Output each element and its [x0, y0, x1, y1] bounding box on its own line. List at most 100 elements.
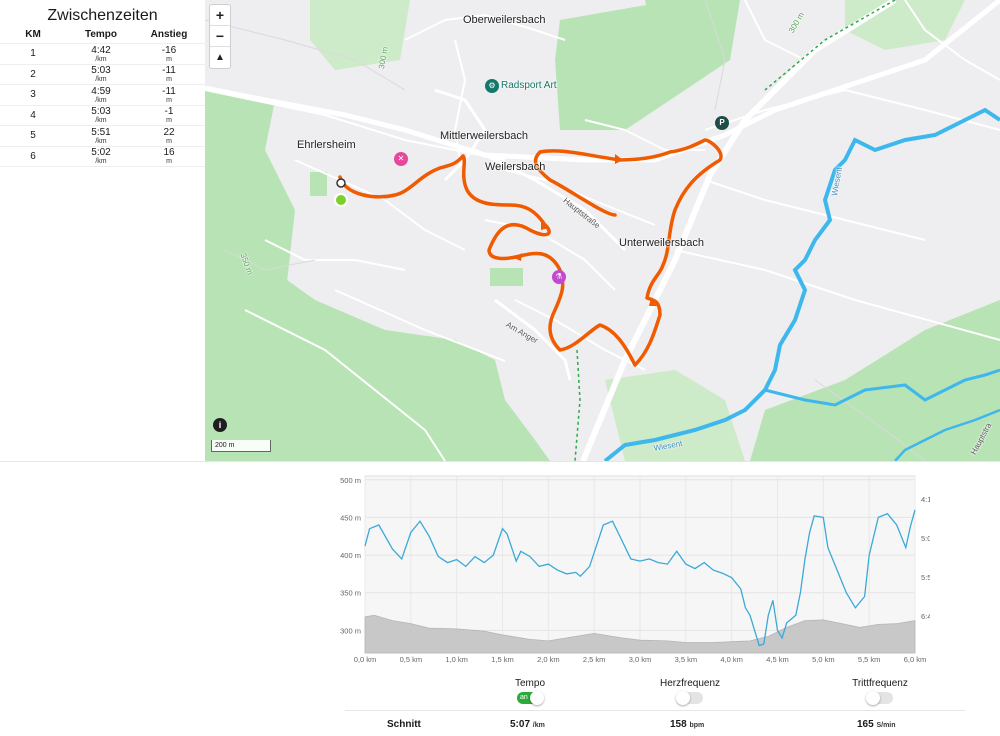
split-tempo: 4:42 /km: [66, 45, 136, 63]
start-marker: [334, 193, 348, 207]
avg-hr-value: 158: [670, 719, 687, 730]
zoom-out-button[interactable]: −: [210, 26, 230, 47]
y-right-tick-label: 5:00/km: [921, 534, 930, 543]
split-anstieg: -11 m: [136, 86, 202, 104]
label-mittlerweilersbach: Mittlerweilersbach: [440, 130, 529, 142]
river: [764, 368, 1000, 407]
split-anstieg-unit: m: [166, 158, 172, 166]
info-icon[interactable]: i: [213, 418, 227, 432]
x-tick-label: 0,5 km: [400, 655, 423, 664]
compass-button[interactable]: ▲: [215, 52, 225, 63]
y-right-tick-label: 5:50/km: [921, 573, 930, 582]
map-canvas[interactable]: [205, 0, 1000, 461]
zoom-in-button[interactable]: +: [210, 5, 230, 26]
splits-panel: Zwischenzeiten KM Tempo Anstieg 1 4:42 /k…: [0, 0, 205, 461]
church-icon[interactable]: ⚗: [552, 270, 566, 284]
split-km: 3: [30, 89, 36, 101]
restaurant-icon[interactable]: ✕: [394, 152, 408, 166]
elevation-pace-chart[interactable]: 500 m 450 m 400 m 350 m 300 m 4:10/km 5:00/km 5…: [330, 466, 948, 666]
split-tempo-unit: /km: [95, 117, 107, 125]
route-arrow: [649, 298, 657, 306]
forest-area: [750, 300, 1000, 461]
y-tick-label: 400 m: [340, 551, 361, 560]
split-anstieg: -1 m: [136, 106, 202, 124]
y-tick-label: 450 m: [340, 513, 361, 522]
bike-shop-icon[interactable]: ⚙: [485, 79, 499, 93]
tempo-switch[interactable]: an: [517, 691, 544, 705]
split-anstieg: -11 m: [136, 65, 202, 83]
footpath: [764, 0, 896, 91]
avg-tempo: 5:07 /km: [510, 719, 545, 730]
split-anstieg-unit: m: [166, 137, 172, 145]
river: [894, 408, 1000, 461]
splits-title: Zwischenzeiten: [47, 7, 158, 24]
toggle-trittfrequenz[interactable]: Trittfrequenz: [840, 678, 920, 705]
avg-tempo-unit: /km: [532, 722, 545, 729]
split-km: 6: [30, 150, 36, 162]
x-tick-label: 4,0 km: [720, 655, 743, 664]
zoom-control: + − ▲: [209, 4, 231, 69]
road: [434, 88, 487, 182]
x-tick-label: 5,5 km: [858, 655, 881, 664]
river: [603, 107, 1000, 461]
averages-label: Schnitt: [387, 719, 421, 730]
switch-knob: [676, 691, 690, 705]
split-anstieg-value: 22: [163, 126, 175, 138]
split-tempo-value: 4:59: [91, 85, 111, 97]
x-tick-label: 1,0 km: [445, 655, 468, 664]
splits-rows: 1 4:42 /km -16 m 2 5:03 /km -11 m 3 4:59 /km -11…: [0, 44, 205, 167]
split-km: 2: [30, 68, 36, 80]
avg-cadence-unit: S/min: [876, 722, 896, 729]
header-km: KM: [25, 29, 41, 40]
chart-svg[interactable]: 500 m 450 m 400 m 350 m 300 m 4:10/km 5:00/km 5…: [330, 466, 948, 666]
y-tick-label: 500 m: [340, 476, 361, 485]
forest-area: [605, 370, 745, 461]
toggle-hr-label: Herzfrequenz: [659, 678, 721, 689]
split-km: 1: [30, 48, 36, 60]
contour-lines: [205, 0, 926, 461]
averages-row: Schnitt 5:07 /km 158 bpm 165 S/min: [345, 710, 965, 734]
label-unterweilersbach: Unterweilersbach: [619, 237, 704, 249]
route-arrows: [514, 154, 657, 306]
forest-area: [310, 0, 410, 70]
footpath: [574, 349, 581, 461]
label-ehrlersheim: Ehrlersheim: [297, 139, 356, 151]
split-row: 3 4:59 /km -11 m: [0, 85, 205, 106]
split-tempo-value: 5:02: [91, 147, 111, 159]
split-anstieg: -16 m: [136, 45, 202, 63]
toggle-cadence-label: Trittfrequenz: [852, 678, 908, 689]
split-tempo-unit: /km: [95, 96, 107, 104]
end-marker: [336, 178, 346, 188]
toggle-herzfrequenz[interactable]: Herzfrequenz: [650, 678, 730, 705]
x-tick-label: 1,5 km: [491, 655, 514, 664]
split-anstieg-unit: m: [166, 96, 172, 104]
x-tick-label: 5,0 km: [812, 655, 835, 664]
split-anstieg-value: -11: [162, 65, 176, 77]
avg-hr: 158 bpm: [670, 719, 704, 730]
route-map[interactable]: ⚙ ✕ P ⚗ Oberweilersbach Radsport Art Mit…: [205, 0, 1000, 461]
split-anstieg-unit: m: [166, 76, 172, 84]
split-row: 6 5:02 /km 16 m: [0, 147, 205, 167]
split-tempo: 4:59 /km: [66, 86, 136, 104]
split-anstieg: 22 m: [136, 127, 202, 145]
toggle-tempo[interactable]: Tempo an: [505, 678, 555, 705]
cadence-switch[interactable]: [866, 691, 893, 705]
split-tempo: 5:03 /km: [66, 106, 136, 124]
road: [494, 298, 572, 381]
split-anstieg: 16 m: [136, 147, 202, 165]
x-tick-label: 6,0 km: [904, 655, 927, 664]
x-tick-label: 2,5 km: [583, 655, 606, 664]
split-tempo-unit: /km: [95, 76, 107, 84]
split-anstieg-value: -1: [164, 106, 174, 118]
y-right-tick-label: 4:10/km: [921, 495, 930, 504]
parking-icon[interactable]: P: [715, 116, 729, 130]
split-tempo-value: 5:03: [91, 106, 111, 118]
split-tempo-value: 5:51: [91, 126, 111, 138]
avg-hr-unit: bpm: [689, 722, 705, 729]
hr-switch[interactable]: [676, 691, 703, 705]
elevation-area: [364, 614, 916, 654]
split-anstieg-unit: m: [166, 117, 172, 125]
split-anstieg-value: 16: [163, 147, 175, 159]
route-arrow: [615, 154, 623, 164]
y-tick-label: 300 m: [340, 626, 361, 635]
